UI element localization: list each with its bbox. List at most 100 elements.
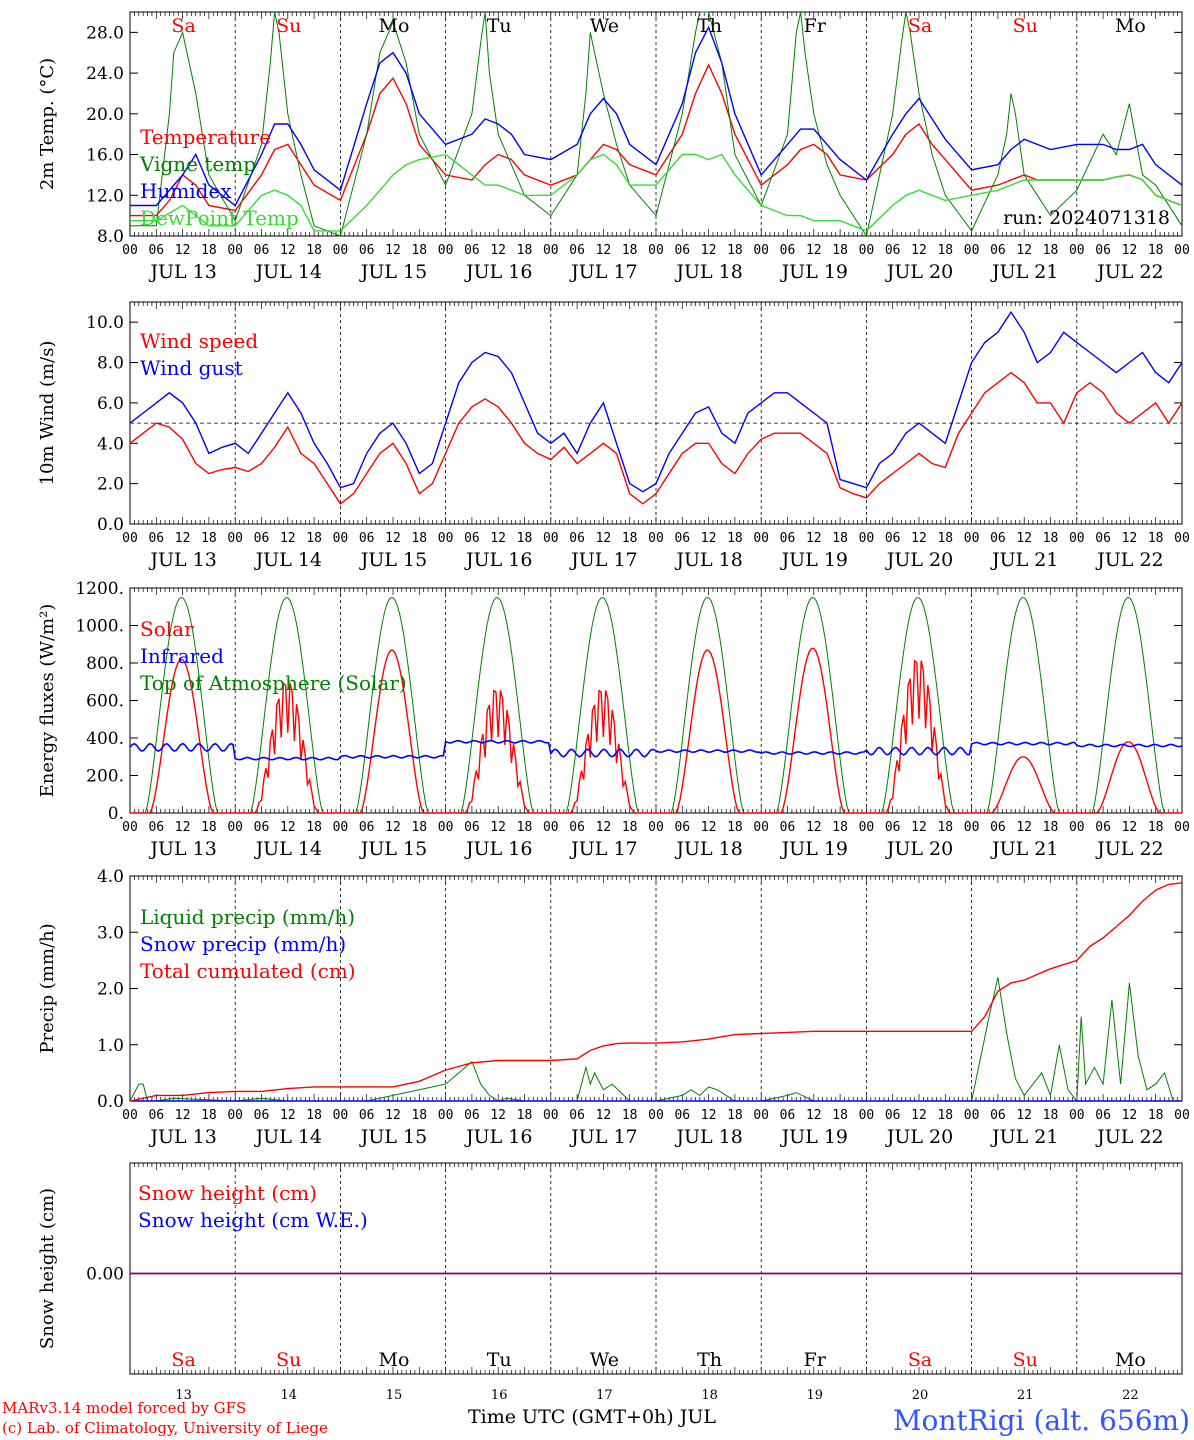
date-label: JUL 22	[1095, 261, 1163, 283]
hour-label: 06	[569, 243, 585, 258]
date-label: JUL 17	[569, 1126, 637, 1148]
hour-label: 00	[1174, 820, 1190, 835]
hour-label: 12	[490, 243, 506, 258]
hour-label: 06	[254, 243, 270, 258]
hour-label: 12	[280, 820, 296, 835]
hour-label: 00	[543, 820, 559, 835]
legend-entry: Snow height (cm W.E.)	[138, 1208, 368, 1232]
date-label: JUL 14	[254, 549, 322, 571]
hour-label: 12	[490, 820, 506, 835]
date-label: JUL 15	[359, 1126, 427, 1148]
day-number: 18	[701, 1388, 718, 1403]
hour-label: 18	[622, 1108, 638, 1123]
day-name: Mo	[1115, 1349, 1146, 1371]
y-tick-label: 0.	[108, 804, 124, 824]
hour-label: 18	[1043, 243, 1059, 258]
hour-label: 18	[622, 820, 638, 835]
hour-label: 12	[596, 1108, 612, 1123]
date-label: JUL 18	[674, 549, 742, 571]
hour-label: 12	[385, 1108, 401, 1123]
day-name: Su	[276, 1349, 301, 1371]
hour-label: 18	[517, 243, 533, 258]
date-label: JUL 21	[990, 261, 1058, 283]
hour-label: 00	[859, 531, 875, 546]
hour-label: 12	[911, 531, 927, 546]
hour-label: 12	[490, 1108, 506, 1123]
series-infrared	[129, 739, 1183, 761]
y-axis-label: Precip (mm/h)	[37, 923, 58, 1053]
hour-label: 18	[727, 531, 743, 546]
y-tick-label: 16.0	[86, 146, 124, 166]
date-label: JUL 13	[148, 549, 216, 571]
hour-label: 06	[254, 531, 270, 546]
day-name: Mo	[379, 15, 410, 37]
hour-label: 12	[280, 243, 296, 258]
day-name: Su	[1013, 15, 1038, 37]
hour-label: 00	[543, 1108, 559, 1123]
day-name: Sa	[171, 1349, 195, 1371]
hour-label: 00	[1174, 1108, 1190, 1123]
y-axis-label: Energy fluxes (W/m²)	[37, 604, 58, 798]
date-label: JUL 14	[254, 838, 322, 860]
hour-label: 00	[859, 1108, 875, 1123]
hour-label: 00	[333, 243, 349, 258]
day-name: Mo	[1115, 15, 1146, 37]
hour-label: 12	[806, 1108, 822, 1123]
hour-label: 12	[596, 820, 612, 835]
day-name: Su	[276, 15, 301, 37]
legend-entry: Solar	[140, 617, 194, 641]
date-label: JUL 16	[464, 261, 532, 283]
hour-label: 06	[148, 243, 164, 258]
day-name: Fr	[804, 1349, 827, 1371]
hour-label: 06	[885, 531, 901, 546]
date-label: JUL 19	[780, 838, 848, 860]
hour-label: 06	[990, 531, 1006, 546]
hour-label: 12	[1016, 531, 1032, 546]
y-tick-label: 0.0	[97, 515, 124, 535]
hour-label: 06	[674, 531, 690, 546]
hour-label: 00	[753, 531, 769, 546]
day-name: Sa	[908, 1349, 932, 1371]
hour-label: 12	[1122, 1108, 1138, 1123]
hour-label: 12	[1016, 1108, 1032, 1123]
hour-label: 12	[490, 531, 506, 546]
panel-4: 0.0 1.0 2.0 3.0 4.0 Precip (mm/h) 00 06 12 18 JUL …	[37, 867, 1190, 1148]
series-wind-gust	[129, 310, 1183, 493]
hour-label: 06	[464, 531, 480, 546]
hour-label: 18	[937, 820, 953, 835]
hour-label: 06	[780, 1108, 796, 1123]
hour-label: 00	[1174, 243, 1190, 258]
hour-label: 00	[543, 531, 559, 546]
hour-label: 00	[333, 1108, 349, 1123]
day-number: 22	[1122, 1388, 1139, 1403]
day-name: Tu	[487, 15, 512, 37]
hour-label: 06	[359, 243, 375, 258]
hour-label: 00	[1069, 531, 1085, 546]
hour-label: 18	[1148, 820, 1164, 835]
hour-label: 18	[937, 1108, 953, 1123]
hour-label: 06	[780, 820, 796, 835]
hour-label: 00	[543, 243, 559, 258]
hour-label: 00	[859, 243, 875, 258]
date-label: JUL 19	[780, 549, 848, 571]
day-number: 16	[491, 1388, 508, 1403]
hour-label: 12	[175, 531, 191, 546]
hour-label: 18	[201, 531, 217, 546]
hour-label: 18	[622, 243, 638, 258]
hour-label: 12	[280, 1108, 296, 1123]
date-label: JUL 14	[254, 261, 322, 283]
hour-label: 18	[306, 531, 322, 546]
hour-label: 18	[411, 243, 427, 258]
date-label: JUL 21	[990, 549, 1058, 571]
hour-label: 00	[227, 820, 243, 835]
run-annotation: run: 2024071318	[1003, 207, 1170, 229]
legend-entry: Infrared	[140, 644, 224, 668]
y-tick-label: 1200.	[75, 579, 124, 599]
series-wind-speed	[129, 371, 1183, 505]
hour-label: 12	[701, 1108, 717, 1123]
hour-label: 18	[727, 243, 743, 258]
day-number: 13	[175, 1388, 192, 1403]
y-tick-label: 4.0	[97, 434, 124, 454]
legend-entry: Vigne temp	[139, 152, 256, 176]
